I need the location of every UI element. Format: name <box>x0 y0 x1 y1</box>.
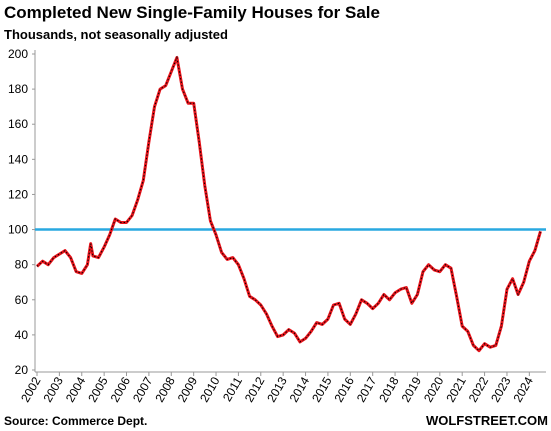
watermark: WOLFSTREET.COM <box>426 413 548 428</box>
y-tick-label: 100 <box>8 223 28 237</box>
chart-title: Completed New Single-Family Houses for S… <box>4 3 380 22</box>
x-tick-label: 2003 <box>41 374 67 404</box>
x-tick-label: 2005 <box>85 374 111 404</box>
x-tick-label: 2002 <box>18 374 44 404</box>
x-tick-label: 2016 <box>331 374 357 404</box>
x-tick-label: 2022 <box>466 374 492 404</box>
x-tick-label: 2021 <box>443 374 469 404</box>
y-tick-label: 200 <box>8 47 28 61</box>
x-tick-label: 2012 <box>242 374 268 404</box>
source: Source: Commerce Dept. <box>4 414 147 428</box>
x-tick-label: 2013 <box>264 374 290 404</box>
y-tick-label: 180 <box>8 82 28 96</box>
data-line-dots <box>36 55 541 352</box>
x-tick-label: 2014 <box>287 374 313 404</box>
x-tick-label: 2008 <box>152 374 178 404</box>
x-tick-label: 2017 <box>354 374 380 404</box>
x-tick-label: 2006 <box>108 374 134 404</box>
x-tick-label: 2024 <box>510 374 536 404</box>
x-tick-label: 2023 <box>488 374 514 404</box>
y-tick-label: 20 <box>15 363 29 377</box>
x-tick-label: 2020 <box>421 374 447 404</box>
x-tick-label: 2007 <box>130 374 156 404</box>
x-tick-label: 2019 <box>399 374 425 404</box>
y-tick-label: 120 <box>8 187 28 201</box>
x-tick-label: 2009 <box>175 374 201 404</box>
y-tick-label: 160 <box>8 117 28 131</box>
x-tick-label: 2010 <box>197 374 223 404</box>
y-tick-label: 140 <box>8 152 28 166</box>
y-tick-label: 40 <box>15 328 29 342</box>
x-tick-label: 2015 <box>309 374 335 404</box>
x-tick-label: 2018 <box>376 374 402 404</box>
data-line <box>35 56 542 353</box>
y-tick-label: 60 <box>15 293 29 307</box>
x-tick-label: 2011 <box>220 374 245 404</box>
y-tick-label: 80 <box>15 258 29 272</box>
x-tick-label: 2004 <box>63 374 89 404</box>
chart-subtitle: Thousands, not seasonally adjusted <box>4 27 228 42</box>
